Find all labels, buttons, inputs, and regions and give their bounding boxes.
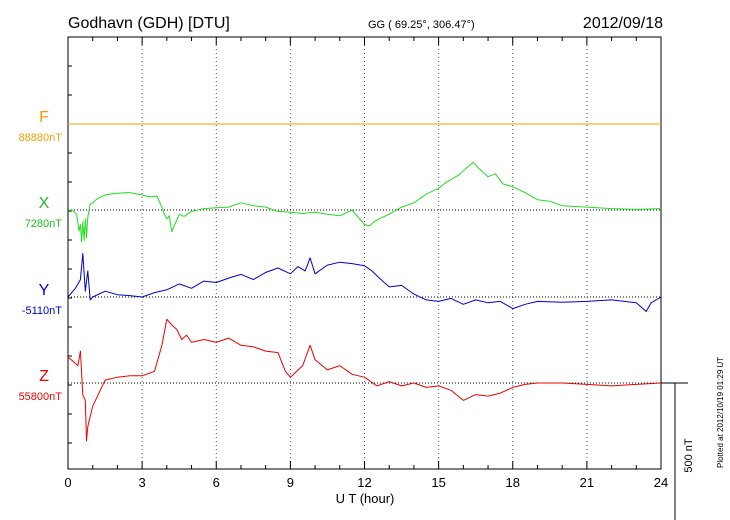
plotted-timestamp: Plotted at 2012/10/19 01:29 UT xyxy=(716,357,725,468)
series-line-y xyxy=(67,253,662,312)
series-baseline-z: 55800nT xyxy=(19,391,63,403)
tick-label-12: 12 xyxy=(357,475,371,490)
series-name-x: X xyxy=(39,195,50,212)
station-title: Godhavn (GDH) [DTU] xyxy=(68,15,230,32)
scale-bar: 500 nT xyxy=(661,382,695,520)
series-name-z: Z xyxy=(39,368,49,385)
tick-label-6: 6 xyxy=(213,475,220,490)
x-axis-ticks: 0 3 6 9 12 15 18 21 24 xyxy=(64,37,668,490)
series-line-x xyxy=(67,161,662,243)
series-name-f: F xyxy=(39,109,49,126)
date-label: 2012/09/18 xyxy=(583,15,663,32)
tick-label-9: 9 xyxy=(287,475,294,490)
tick-label-21: 21 xyxy=(580,475,594,490)
series-baseline-y: -5110nT xyxy=(22,305,62,317)
series-baseline-f: 88880nT xyxy=(19,132,63,144)
tick-label-18: 18 xyxy=(506,475,520,490)
series-name-y: Y xyxy=(39,282,50,299)
x-axis-label: U T (hour) xyxy=(336,491,395,506)
tick-label-3: 3 xyxy=(139,475,146,490)
tick-label-24: 24 xyxy=(654,475,668,490)
grid-lines xyxy=(141,37,588,469)
series-line-z xyxy=(67,318,662,442)
series-labels: F 88880nT X 7280nT Y -5110nT Z 55800nT xyxy=(19,109,63,403)
station-coordinates: GG ( 69.25°, 306.47°) xyxy=(368,19,475,31)
series-baseline-x: 7280nT xyxy=(25,218,63,230)
scale-bar-label: 500 nT xyxy=(683,438,695,473)
tick-label-15: 15 xyxy=(431,475,445,490)
series-lines xyxy=(67,123,662,442)
tick-label-0: 0 xyxy=(64,475,71,490)
